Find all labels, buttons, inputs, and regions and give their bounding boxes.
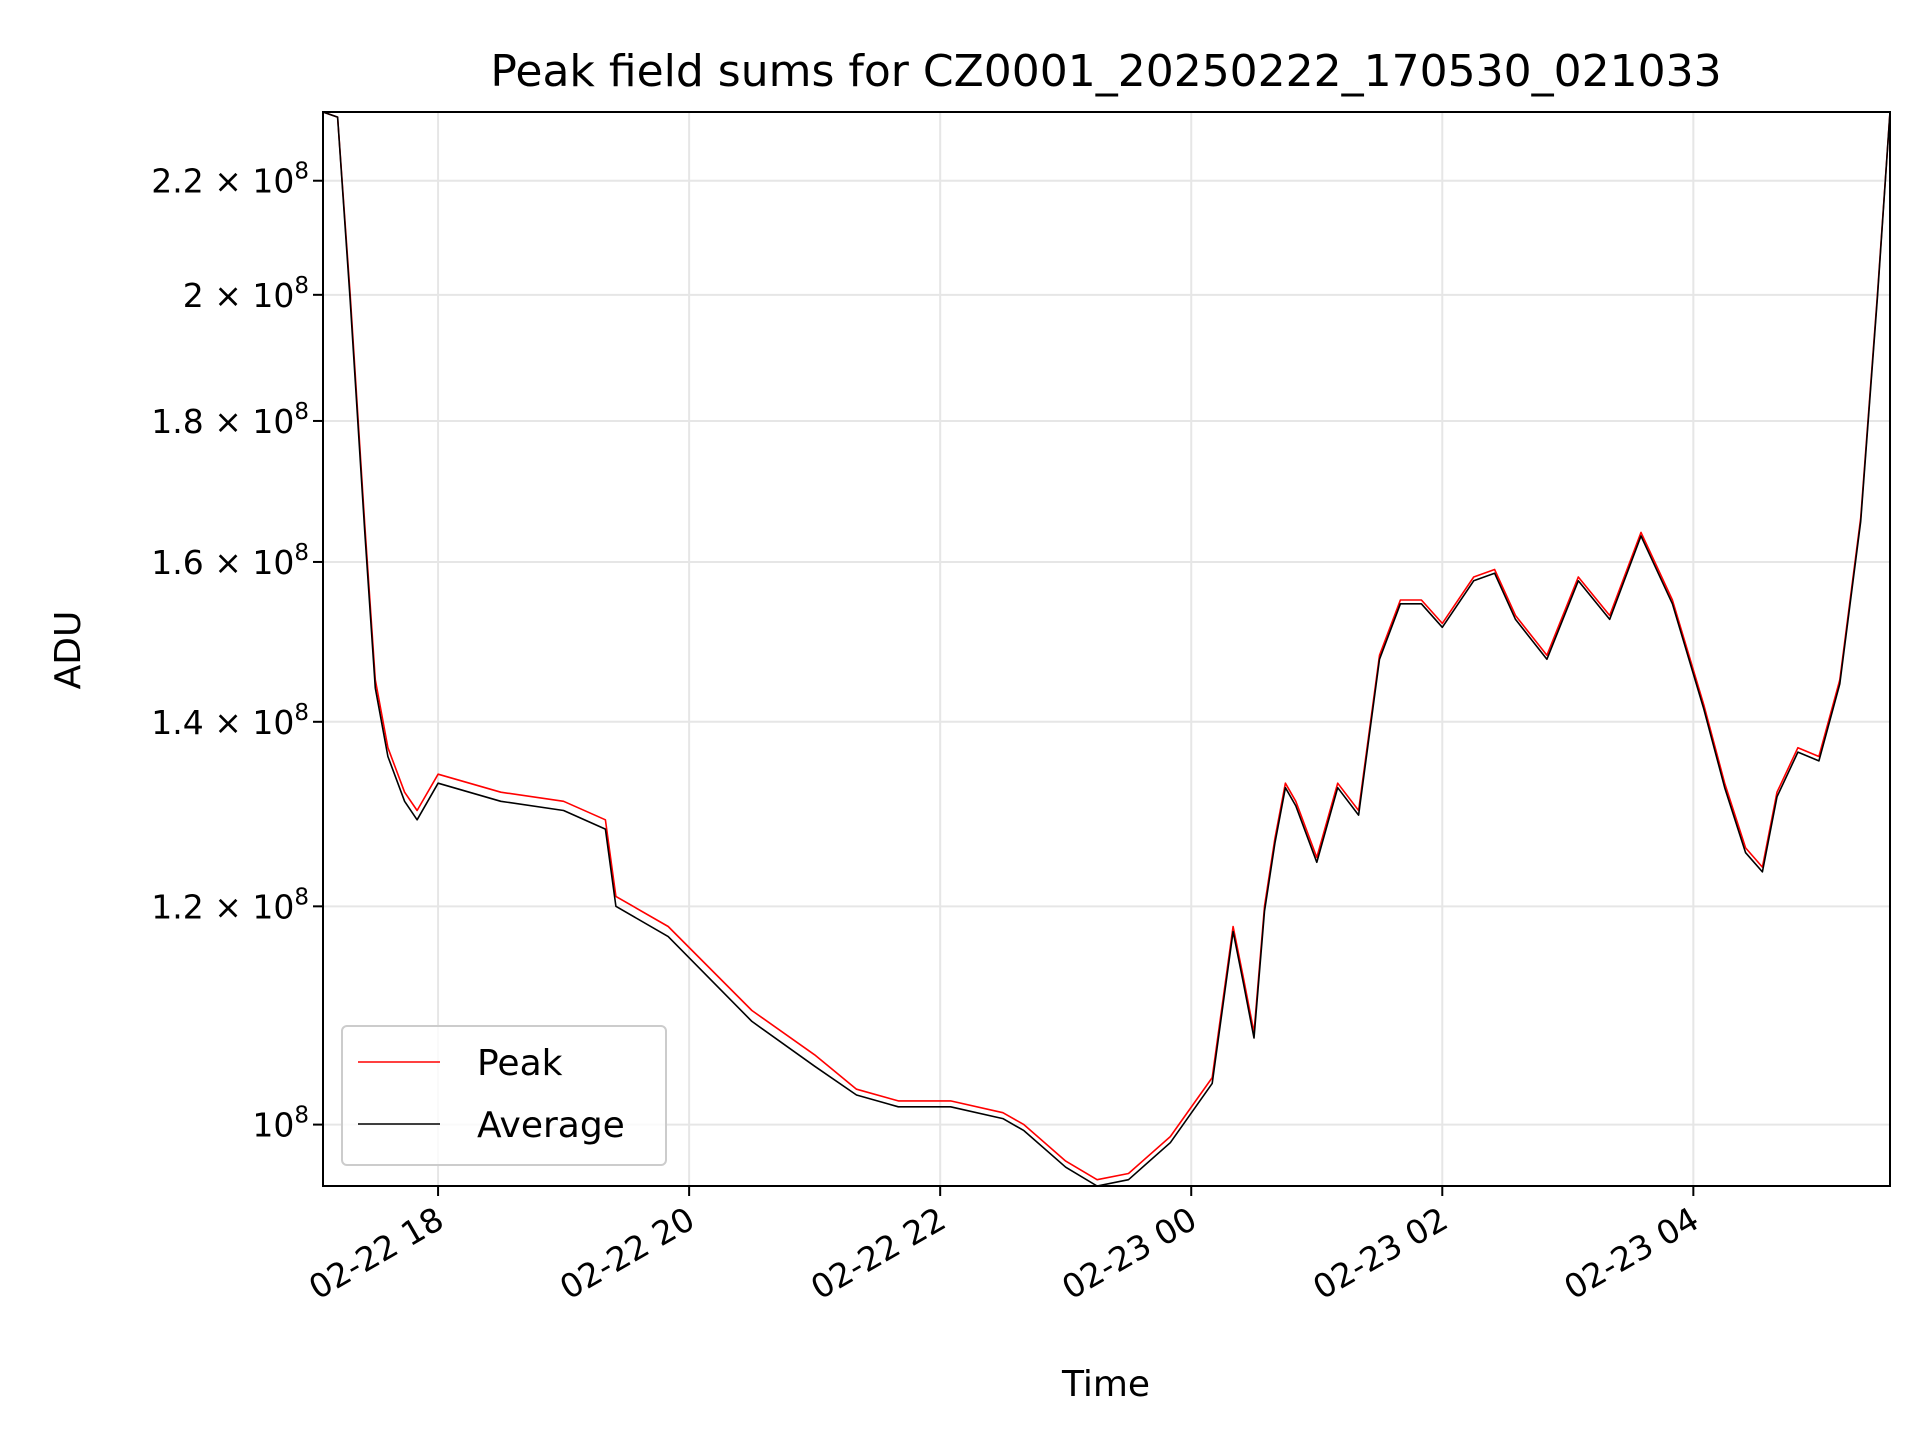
x-axis-label: Time [1061,1364,1150,1405]
legend-peak-label: Peak [477,1043,563,1084]
plot-frame [322,111,1891,1187]
y-axis-label: ADU [48,611,89,690]
legend-box [341,1025,667,1166]
y-tick-label: 1.6 × 108 [151,540,309,582]
y-tick-label: 1.4 × 108 [151,700,309,742]
y-tick-label: 2 × 108 [183,273,309,315]
y-tick-label: 108 [252,1103,309,1145]
legend-average-label: Average [477,1105,625,1146]
chart-title: Peak field sums for CZ0001_20250222_1705… [490,46,1721,97]
legend: Peak Average [341,1025,667,1166]
grid [323,112,1890,1186]
y-tick-label: 1.2 × 108 [151,884,309,926]
y-axis-ticks: 108 1.2 × 108 1.4 × 108 1.6 × 108 1.8 × 108 2… [151,159,323,1145]
y-tick-label: 2.2 × 108 [151,159,309,201]
series-layer [323,112,1890,1186]
y-tick-label: 1.8 × 108 [151,399,309,441]
series-line-average [323,112,1890,1186]
